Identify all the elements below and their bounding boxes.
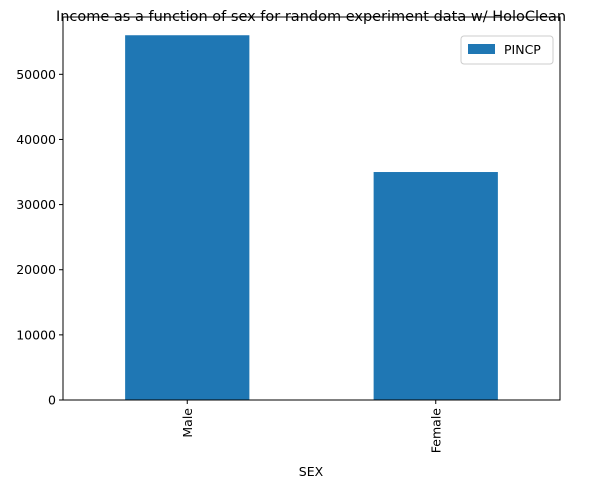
x-tick-label-male: Male [180,408,195,438]
x-axis: Male Female [180,400,443,454]
bar-female [373,172,498,400]
legend-swatch [468,44,495,54]
legend-label: PINCP [504,42,541,57]
x-tick-label-female: Female [428,408,443,454]
y-tick-label: 0 [48,393,56,408]
x-axis-label: SEX [299,464,324,479]
legend: PINCP [460,35,554,65]
y-tick-label: 40000 [16,132,56,147]
plot-frame [62,16,561,401]
y-tick-label: 10000 [16,327,56,342]
y-tick-label: 20000 [16,262,56,277]
bars-layer [125,35,498,400]
legend-box [460,35,554,65]
y-tick-label: 50000 [16,67,56,82]
bar-male [125,35,250,400]
y-tick-label: 30000 [16,197,56,212]
y-axis: 0 10000 20000 30000 40000 50000 [16,67,63,408]
